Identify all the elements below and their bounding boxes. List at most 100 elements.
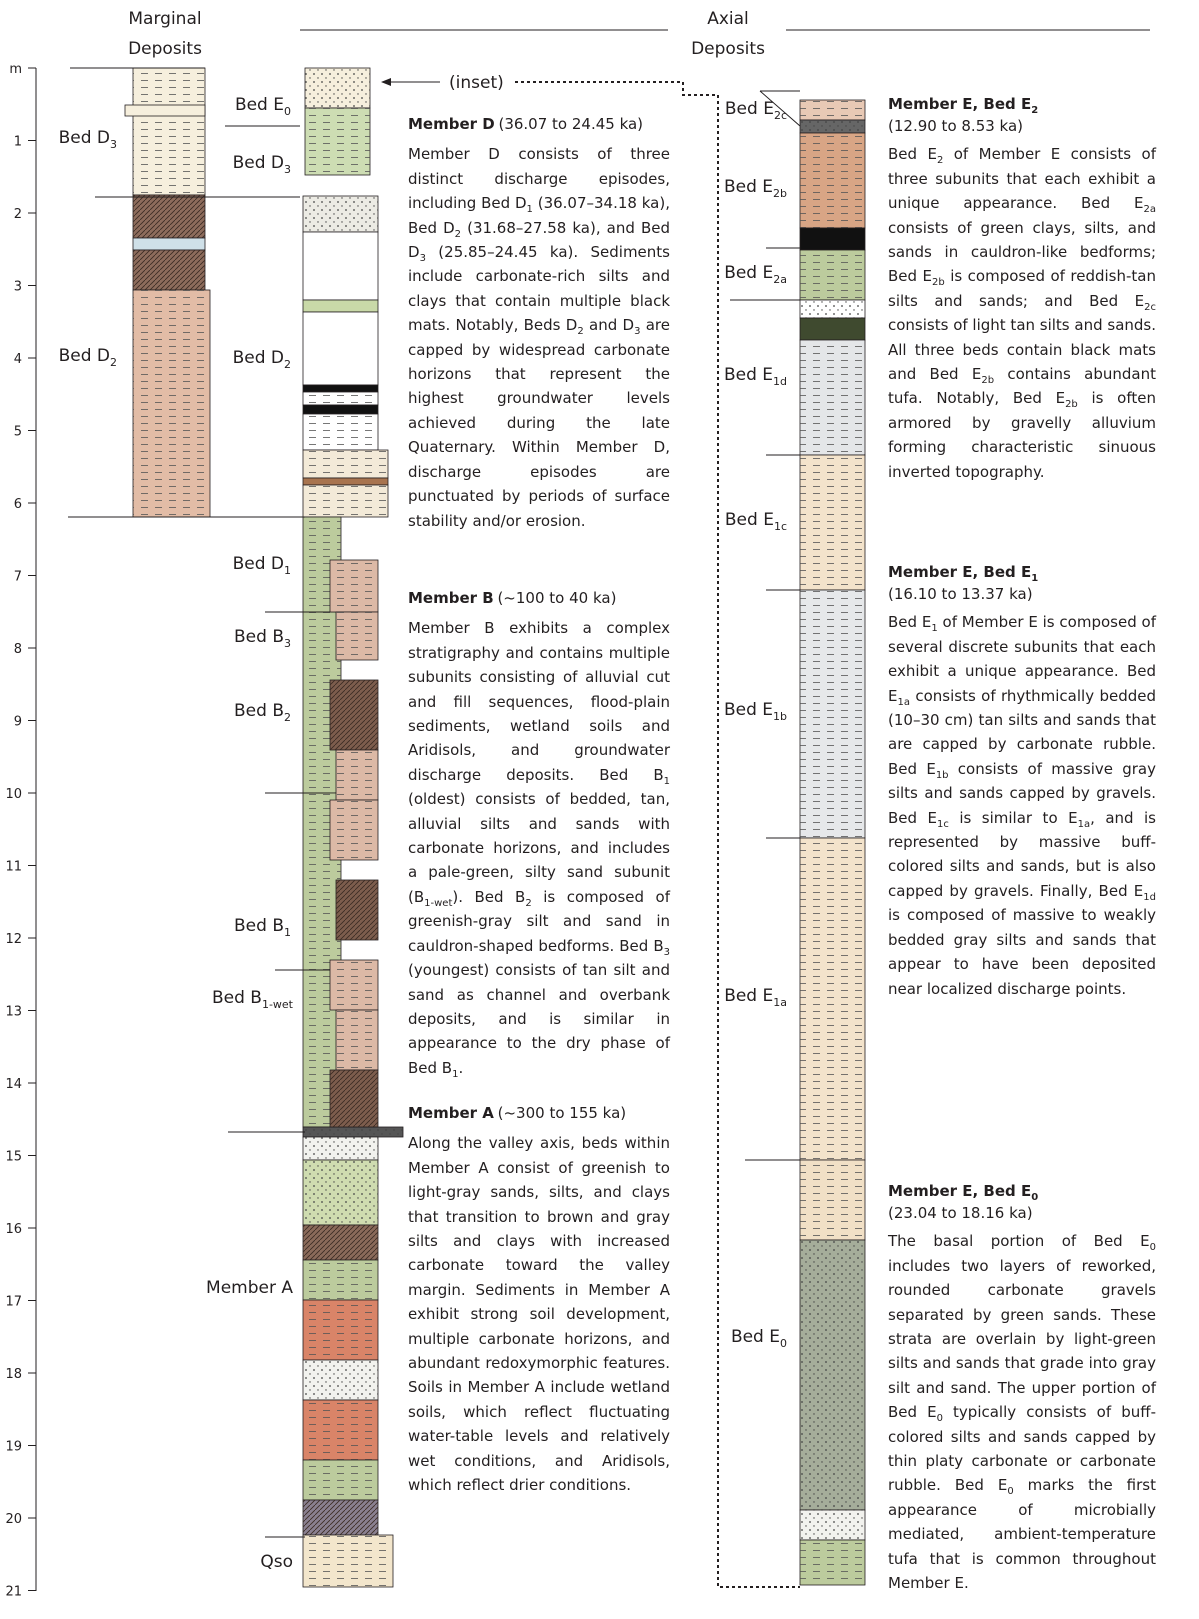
body-text: The basal portion of Bed E <box>888 1232 1150 1250</box>
block-body: Member B exhibits a complex stratigraphy… <box>408 616 670 1080</box>
body-sub: 2b <box>1065 399 1078 410</box>
body-text: is similar to E <box>949 809 1078 827</box>
dates: (12.90 to 8.53 ka) <box>888 116 1156 136</box>
scale-label: 8 <box>14 642 22 657</box>
body-sub: 2b <box>981 375 994 386</box>
bed-label: Bed D3 <box>59 128 117 151</box>
layer-texture <box>330 1070 378 1127</box>
scale-label: 9 <box>14 715 22 730</box>
layer-texture <box>800 1240 865 1510</box>
text-block: Member A(~300 to 155 ka) Along the valley… <box>408 1101 670 1498</box>
block-heading: Member E, Bed E2(12.90 to 8.53 ka) <box>888 92 1156 136</box>
body-text: Member B exhibits a complex stratigraphy… <box>408 619 670 783</box>
layer-texture <box>303 414 378 450</box>
bed-label: Bed E2c <box>725 99 787 122</box>
bed-label-sub: 2 <box>110 356 117 369</box>
layer-texture <box>303 1300 378 1360</box>
text-block: Member E, Bed E1(16.10 to 13.37 ka) Bed E… <box>888 560 1156 1001</box>
bed-label-text: Bed D <box>233 348 284 368</box>
layer-texture <box>800 133 865 228</box>
bed-label: Bed D2 <box>59 346 117 369</box>
bed-label-text: Bed B <box>234 916 284 936</box>
layer-texture <box>303 1127 403 1137</box>
text-block: Member B(~100 to 40 ka)Member B exhibits… <box>408 586 670 1080</box>
bed-label-sub: 1a <box>773 996 787 1009</box>
bed-label: Bed E1c <box>725 510 787 533</box>
bed-label-text: Bed E <box>731 1327 780 1347</box>
bed-label-text: Bed E <box>724 365 773 385</box>
layer-texture <box>330 960 378 1010</box>
dates: (23.04 to 18.16 ka) <box>888 1203 1156 1223</box>
layer-texture <box>303 1137 378 1160</box>
body-sub: 1-wet <box>424 898 452 909</box>
heading-sub: 1 <box>1031 573 1038 584</box>
layer-texture <box>336 750 378 800</box>
bed-label: Qso <box>260 1552 293 1572</box>
bed-label-text: Bed B <box>234 627 284 647</box>
bed-label-sub: 3 <box>284 637 291 650</box>
layer-texture <box>303 1360 378 1400</box>
bed-label-sub: 2a <box>773 273 787 286</box>
body-text: Bed E <box>888 613 931 631</box>
body-text: ). Bed B <box>452 888 525 906</box>
text-block: Member D(36.07 to 24.45 ka)Member D cons… <box>408 112 670 533</box>
bed-label-sub: 0 <box>284 105 291 118</box>
scale-label: 18 <box>5 1367 22 1382</box>
text-block: Member E, Bed E0(23.04 to 18.16 ka)The b… <box>888 1179 1156 1596</box>
bed-label-text: Bed E <box>724 986 773 1006</box>
header-title: Marginal <box>128 9 201 29</box>
scale-label: 14 <box>5 1077 22 1092</box>
body-sub: 2c <box>1144 302 1156 313</box>
heading: Member D <box>408 115 495 133</box>
block-body: Member D consists of three distinct disc… <box>408 142 670 533</box>
layer-texture <box>133 290 210 517</box>
block-heading: Member E, Bed E1(16.10 to 13.37 ka) <box>888 560 1156 604</box>
header-title: Axial <box>707 9 749 29</box>
scale-label: 17 <box>5 1295 22 1310</box>
scale-label: 4 <box>14 352 22 367</box>
layer-texture <box>800 590 865 838</box>
bed-label-text: Bed E <box>235 95 284 115</box>
layer-texture <box>303 1400 378 1460</box>
layer-texture <box>800 1510 865 1540</box>
bed-label-text: Member A <box>206 1278 293 1298</box>
header-title: Deposits <box>128 39 202 59</box>
bed-label: Bed E2a <box>724 263 787 286</box>
bed-label: Bed E0 <box>731 1327 787 1350</box>
layer-texture <box>133 195 205 238</box>
layer <box>303 478 388 485</box>
body-text: . <box>458 1059 463 1077</box>
bed-label-text: Bed B <box>234 701 284 721</box>
heading-sub: 0 <box>1031 1192 1038 1203</box>
layer-texture <box>305 68 370 108</box>
figure: Marginal Deposits Axial Deposits (inset)… <box>0 0 1199 1619</box>
layer <box>303 300 378 312</box>
dates: (~300 to 155 ka) <box>498 1104 627 1122</box>
layer-texture <box>800 838 865 1160</box>
body-sub: 1 <box>664 776 670 787</box>
dates: (16.10 to 13.37 ka) <box>888 584 1156 604</box>
layer <box>800 318 865 340</box>
bed-label: Bed D1 <box>233 554 291 577</box>
bed-label: Bed E1d <box>724 365 787 388</box>
bed-label-sub: 1-wet <box>262 998 294 1011</box>
layer-texture <box>800 1160 865 1240</box>
layer-texture <box>133 250 205 290</box>
layer <box>303 385 378 392</box>
bed-label: Bed D3 <box>233 153 291 176</box>
block-body: Bed E2 of Member E consists of three sub… <box>888 142 1156 484</box>
bed-label: Bed B1-wet <box>212 988 294 1011</box>
bed-label-sub: 1 <box>284 926 291 939</box>
heading: Member B <box>408 589 494 607</box>
heading: Member E, Bed E <box>888 95 1031 113</box>
block-heading: Member A(~300 to 155 ka) <box>408 1101 670 1125</box>
bed-label-text: Bed E <box>724 177 773 197</box>
body-text: Along the valley axis, beds within Membe… <box>408 1134 670 1494</box>
bed-label-text: Bed B <box>212 988 262 1008</box>
body-sub: 1a <box>897 697 910 708</box>
bed-label-sub: 1d <box>773 375 787 388</box>
layer <box>303 405 378 414</box>
layer-texture <box>800 455 865 590</box>
body-sub: 1b <box>936 770 949 781</box>
layer-texture <box>305 108 370 175</box>
